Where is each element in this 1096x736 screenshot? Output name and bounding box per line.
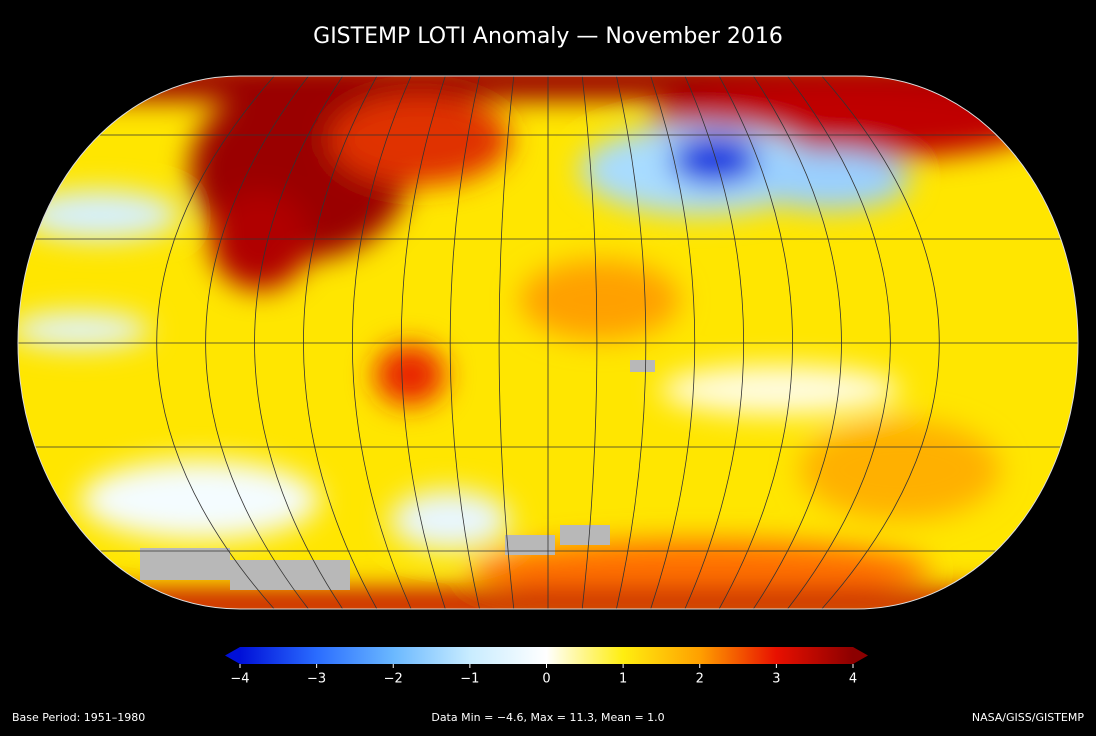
colorbar: −4 −3 −2 −1 0 1 2 3 4 [225, 647, 868, 687]
footer-left: Base Period: 1951–1980 [12, 711, 145, 724]
map-outline [17, 75, 1079, 610]
colorbar-tick-label: −2 [384, 672, 403, 687]
colorbar-extend-low [225, 647, 240, 664]
colorbar-gradient [240, 647, 853, 664]
colorbar-tick-label: 3 [772, 672, 780, 687]
footer-center: Data Min = −4.6, Max = 11.3, Mean = 1.0 [431, 711, 664, 724]
map [18, 76, 1078, 609]
colorbar-tick-label: 4 [849, 672, 857, 687]
colorbar-tick-label: 2 [696, 672, 704, 687]
colorbar-tick-label: −1 [460, 672, 479, 687]
colorbar-tick-label: −4 [230, 672, 249, 687]
footer-right: NASA/GISS/GISTEMP [972, 711, 1085, 724]
colorbar-tick-label: 0 [542, 672, 550, 687]
colorbar-tick-label: 1 [619, 672, 627, 687]
colorbar-extend-high [853, 647, 868, 664]
colorbar-tick-label: −3 [307, 672, 326, 687]
title: GISTEMP LOTI Anomaly — November 2016 [313, 24, 783, 49]
